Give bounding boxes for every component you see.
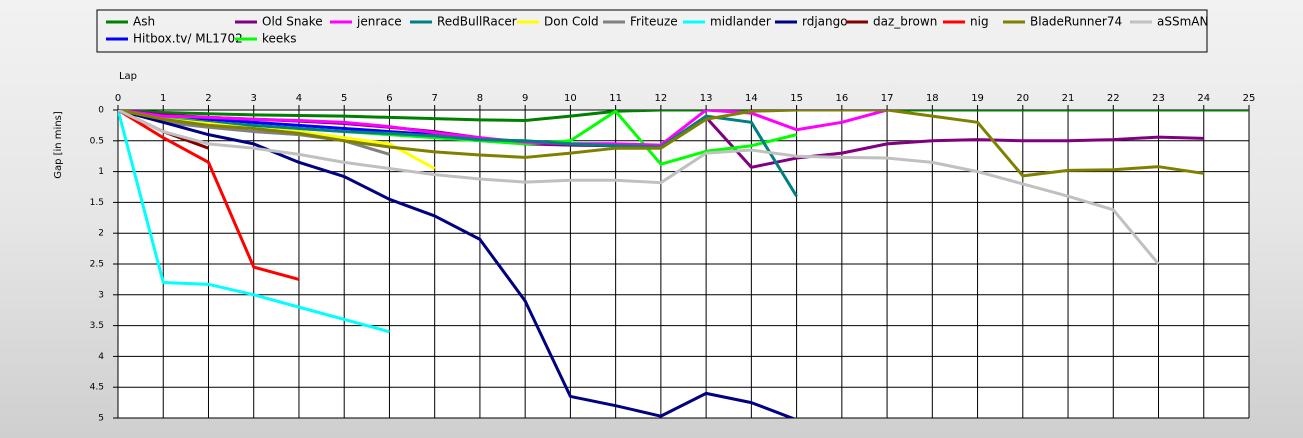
legend-label: Friteuze: [630, 15, 678, 29]
x-tick-label: 21: [1062, 93, 1075, 104]
x-tick-label: 23: [1152, 93, 1165, 104]
y-tick-label: 2.5: [90, 260, 104, 270]
legend-label: BladeRunner74: [1030, 15, 1122, 29]
series-line: [118, 110, 1249, 122]
series-line: [118, 110, 798, 198]
legend: Ash Hitbox.tv/ ML1702 Old Snake keeks jenrac…: [106, 15, 1208, 46]
series-line: [118, 110, 390, 334]
x-tick-label: 18: [926, 93, 939, 104]
x-tick-label: 12: [655, 93, 668, 104]
x-tick-label: 8: [477, 93, 483, 104]
series-line: [118, 110, 300, 281]
x-tick-label: 2: [205, 93, 211, 104]
series-line: [118, 110, 1204, 178]
y-tick-label: 5: [98, 414, 104, 424]
x-tick-label: 13: [700, 93, 713, 104]
x-tick-label: 1: [160, 93, 166, 104]
series-line: [118, 110, 1160, 265]
x-tick-label: 16: [835, 93, 848, 104]
y-tick-label: 0.5: [90, 136, 104, 146]
x-tick-label: 9: [522, 93, 528, 104]
x-tick-label: 10: [564, 93, 577, 104]
y-tick-label: 1.5: [90, 198, 104, 208]
x-tick-label: 6: [386, 93, 392, 104]
x-tick-label: 14: [745, 93, 758, 104]
y-tick-label: 1: [98, 167, 104, 177]
y-tick-label: 3.5: [90, 321, 104, 331]
x-tick-label: 7: [431, 93, 437, 104]
legend-box: [96, 9, 1208, 53]
y-tick-label: 4.5: [90, 383, 104, 393]
x-tick-label: 25: [1243, 93, 1256, 104]
lines: [118, 110, 1249, 418]
x-tick-label: 17: [881, 93, 894, 104]
legend-label: jenrace: [356, 15, 402, 29]
y-axis-label: Gap [in mins]: [53, 111, 64, 179]
x-tick-label: 19: [971, 93, 984, 104]
y-tick-label: 3: [98, 290, 104, 300]
legend-label: Old Snake: [262, 15, 323, 29]
x-tick-label: 15: [790, 93, 803, 104]
legend-label: daz_brown: [873, 15, 937, 29]
legend-label: rdjango: [802, 15, 848, 29]
x-tick-label: 20: [1016, 93, 1029, 104]
legend-label: Don Cold: [544, 15, 599, 29]
legend-label: aSSmAN: [1157, 15, 1208, 29]
legend-label: RedBullRacer: [437, 15, 517, 29]
legend-label: nig: [970, 15, 989, 29]
y-tick-label: 2: [98, 229, 104, 239]
legend-label: midlander: [710, 15, 771, 29]
x-tick-label: 22: [1107, 93, 1120, 104]
legend-label: Ash: [133, 15, 155, 29]
x-tick-label: 3: [251, 93, 257, 104]
x-axis-label: Lap: [119, 71, 137, 82]
x-tick-label: 24: [1197, 93, 1210, 104]
legend-label: keeks: [262, 32, 297, 46]
series-line: [118, 110, 796, 418]
y-tick-label: 4: [98, 352, 104, 362]
y-tick-label: 0: [98, 106, 104, 116]
x-tick-label: 5: [341, 93, 347, 104]
legend-label: Hitbox.tv/ ML1702: [133, 32, 243, 46]
grid: 0 1 2 3 4 5 6 7 8 9 10 11 12 13 14 15 16 17 18 19 20 21 22 23 24…: [90, 93, 1256, 424]
x-tick-label: 11: [609, 93, 622, 104]
x-tick-label: 0: [115, 93, 121, 104]
x-tick-label: 4: [296, 93, 302, 104]
